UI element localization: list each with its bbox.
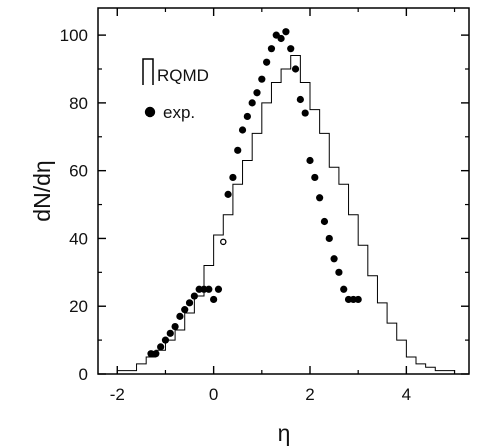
exp-point — [205, 285, 213, 293]
exp-point — [253, 89, 261, 97]
legend-rqmd-swatch — [142, 58, 154, 85]
y-tick-label: 40 — [69, 229, 88, 248]
exp-point — [340, 285, 348, 293]
exp-point — [190, 292, 198, 300]
exp-point — [214, 285, 223, 293]
legend: RQMD exp. — [142, 58, 209, 122]
rqmd-series — [116, 54, 456, 374]
exp-point — [243, 112, 251, 121]
exp-point — [161, 336, 170, 344]
y-tick-label: 20 — [69, 297, 88, 316]
plot-frame — [97, 7, 470, 375]
exp-point — [185, 299, 194, 307]
exp-point — [325, 234, 333, 243]
exp-point — [229, 173, 237, 182]
exp-point — [287, 45, 295, 53]
exp-open-point — [220, 238, 227, 246]
exp-point — [224, 190, 232, 198]
exp-point — [157, 343, 165, 351]
exp-point — [248, 99, 256, 107]
exp-point — [330, 255, 338, 263]
exp-point — [354, 295, 362, 304]
exp-point — [311, 173, 319, 182]
exp-point — [291, 65, 300, 73]
exp-point — [263, 58, 271, 66]
exp-point — [176, 312, 184, 320]
exp-point — [258, 75, 266, 83]
exp-point — [301, 109, 309, 117]
exp-point — [210, 295, 218, 304]
legend-exp-marker — [144, 106, 156, 118]
legend-rqmd-label: RQMD — [157, 66, 209, 85]
x-tick-label: -2 — [110, 385, 125, 404]
exp-point — [152, 350, 160, 358]
rqmd-histogram-line — [116, 54, 456, 374]
exp-point — [234, 146, 242, 154]
exp-point — [282, 28, 290, 36]
exp-point — [267, 45, 276, 53]
axis-ticks — [98, 8, 469, 375]
exp-point — [238, 126, 247, 134]
exp-point — [316, 194, 324, 202]
y-tick-label: 60 — [69, 162, 88, 181]
exp-point — [335, 268, 343, 276]
x-tick-label: 0 — [209, 385, 218, 404]
exp-point — [277, 34, 285, 43]
exp-point — [296, 95, 304, 104]
y-axis-label: dN/dη — [29, 160, 55, 221]
x-tick-label: 4 — [402, 385, 411, 404]
x-tick-label: 2 — [305, 385, 314, 404]
exp-point — [171, 322, 179, 331]
exp-point — [320, 217, 329, 226]
exp-series — [147, 28, 362, 358]
exp-point — [306, 156, 314, 165]
y-tick-label: 0 — [79, 365, 88, 384]
y-tick-label: 80 — [69, 94, 88, 113]
y-tick-label: 100 — [60, 26, 88, 45]
exp-point — [166, 329, 174, 337]
exp-point — [181, 306, 189, 314]
legend-exp-label: exp. — [163, 103, 195, 122]
x-axis-label: η — [278, 420, 291, 446]
